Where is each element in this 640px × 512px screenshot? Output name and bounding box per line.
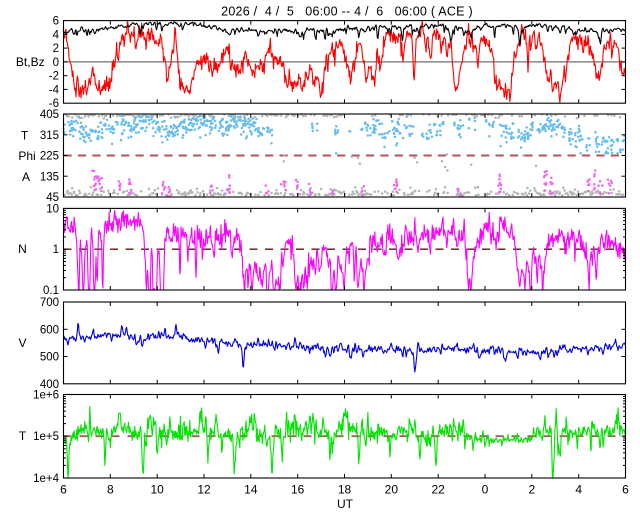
svg-text:8: 8 (107, 483, 114, 497)
svg-text:A: A (22, 170, 30, 184)
svg-text:-2: -2 (49, 71, 59, 83)
svg-text:T: T (19, 429, 27, 443)
svg-text:V: V (18, 336, 26, 350)
svg-text:T: T (21, 128, 29, 142)
svg-text:2: 2 (53, 43, 59, 55)
svg-text:Phi: Phi (18, 149, 35, 163)
svg-text:225: 225 (40, 151, 59, 163)
svg-text:6: 6 (622, 483, 629, 497)
svg-text:135: 135 (40, 171, 59, 183)
svg-text:20: 20 (385, 483, 399, 497)
svg-text:1e+4: 1e+4 (33, 473, 60, 485)
svg-text:315: 315 (40, 130, 59, 142)
svg-text:400: 400 (40, 379, 59, 391)
svg-text:500: 500 (40, 352, 59, 364)
svg-text:0: 0 (482, 483, 489, 497)
svg-text:10: 10 (46, 203, 59, 215)
svg-text:600: 600 (40, 324, 59, 336)
svg-text:18: 18 (338, 483, 352, 497)
svg-text:2026 / 4 / 5 06:00 -- 4 /: 2026 / 4 / 5 06:00 -- 4 / 6 06:00 ( ACE … (221, 4, 473, 18)
svg-text:4: 4 (575, 483, 582, 497)
svg-text:0.1: 0.1 (43, 285, 59, 297)
svg-text:12: 12 (197, 483, 211, 497)
svg-text:45: 45 (46, 192, 59, 204)
svg-text:6: 6 (53, 16, 59, 28)
svg-text:10: 10 (150, 483, 164, 497)
svg-text:-4: -4 (49, 84, 60, 96)
svg-text:405: 405 (40, 109, 59, 121)
svg-text:700: 700 (40, 297, 59, 309)
svg-text:1e+5: 1e+5 (33, 431, 59, 443)
svg-text:N: N (18, 242, 27, 256)
svg-text:6: 6 (60, 483, 67, 497)
svg-text:Bt,Bz: Bt,Bz (16, 55, 45, 69)
svg-text:2: 2 (528, 483, 535, 497)
svg-text:UT: UT (337, 497, 354, 511)
svg-text:22: 22 (431, 483, 445, 497)
svg-text:0: 0 (53, 57, 59, 69)
svg-text:14: 14 (244, 483, 258, 497)
svg-text:16: 16 (291, 483, 305, 497)
svg-text:4: 4 (53, 29, 60, 41)
svg-text:-6: -6 (49, 98, 59, 110)
svg-text:1e+6: 1e+6 (33, 389, 59, 401)
svg-text:1: 1 (53, 244, 59, 256)
